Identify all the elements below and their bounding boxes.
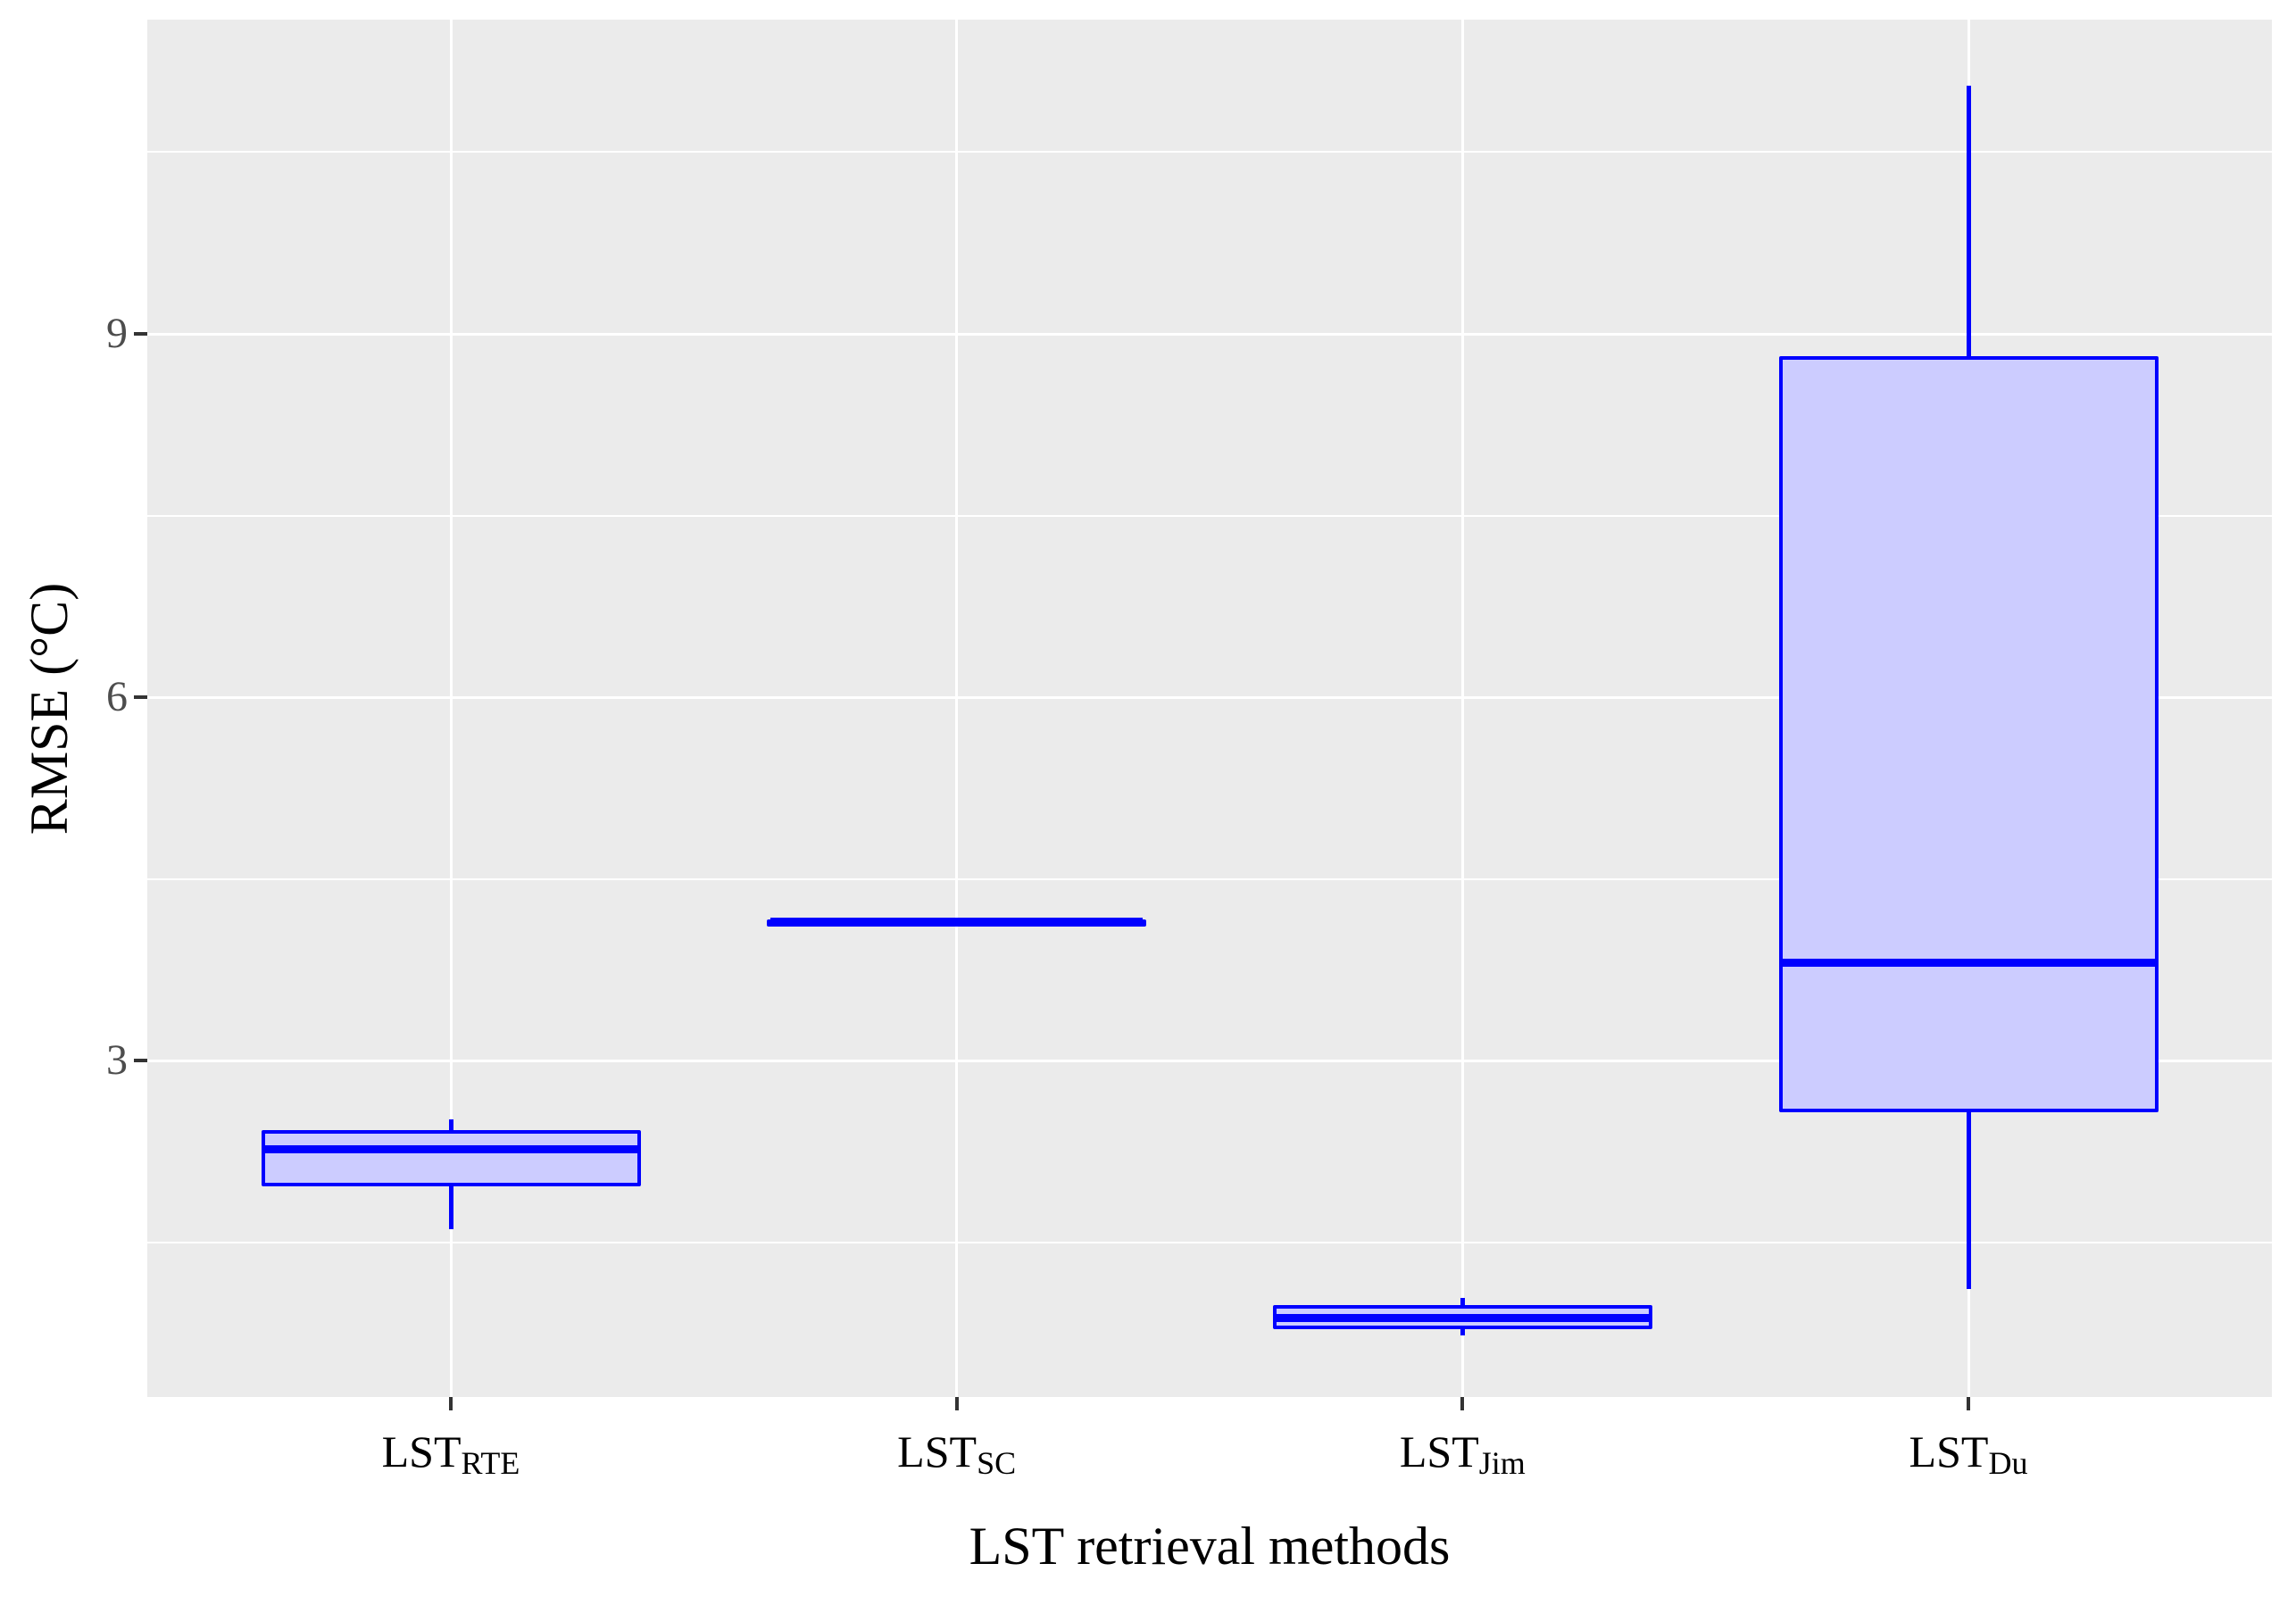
category-label-subscript: RTE: [461, 1444, 520, 1481]
gridline-minor-y: [147, 151, 2272, 154]
gridline-minor-y: [147, 1241, 2272, 1243]
y-tick-label: 3: [106, 1036, 128, 1085]
whisker-lower: [1460, 1326, 1465, 1336]
box-rect: [1778, 356, 2159, 1112]
whisker-upper: [1460, 1298, 1465, 1307]
x-tick-label: LSTDu: [1781, 1426, 2156, 1479]
gridline-major-x: [449, 20, 453, 1397]
whisker-upper: [448, 1119, 453, 1133]
y-tick-mark: [134, 695, 147, 700]
plot-panel: [147, 20, 2272, 1397]
x-tick-label: LSTJim: [1275, 1426, 1650, 1479]
gridline-minor-y: [147, 514, 2272, 517]
whisker-upper: [1966, 85, 1971, 359]
category-label-subscript: SC: [977, 1444, 1017, 1481]
gridline-major-y: [147, 1059, 2272, 1062]
gridline-major-y: [147, 332, 2272, 336]
y-tick-label: 6: [106, 673, 128, 721]
y-tick-mark: [134, 332, 147, 337]
x-tick-mark: [1967, 1397, 1970, 1410]
whisker-lower: [1966, 1110, 1971, 1289]
gridline-major-y: [147, 695, 2272, 699]
box-rect: [261, 1130, 641, 1186]
category-label-base: LST: [1909, 1426, 1989, 1476]
median-line: [770, 917, 1144, 926]
category-label-subscript: Du: [1988, 1444, 2028, 1481]
x-tick-mark: [449, 1397, 453, 1410]
median-line: [264, 1144, 637, 1153]
category-label-subscript: Jim: [1478, 1444, 1526, 1481]
gridline-minor-y: [147, 877, 2272, 880]
category-label-base: LST: [897, 1426, 977, 1476]
x-tick-mark: [954, 1397, 959, 1410]
x-tick-label: LSTRTE: [263, 1426, 638, 1479]
category-label-base: LST: [1399, 1426, 1479, 1476]
category-label-base: LST: [381, 1426, 462, 1476]
median-line: [1782, 958, 2155, 967]
x-axis-title: LST retrieval methods: [969, 1517, 1451, 1576]
x-tick-mark: [1460, 1397, 1465, 1410]
x-tick-label: LSTSC: [769, 1426, 1144, 1479]
whisker-lower: [448, 1184, 453, 1229]
y-tick-label: 9: [106, 310, 128, 358]
gridline-major-x: [955, 20, 959, 1397]
y-tick-mark: [134, 1059, 147, 1063]
median-line: [1276, 1313, 1649, 1322]
gridline-major-x: [1460, 20, 1464, 1397]
